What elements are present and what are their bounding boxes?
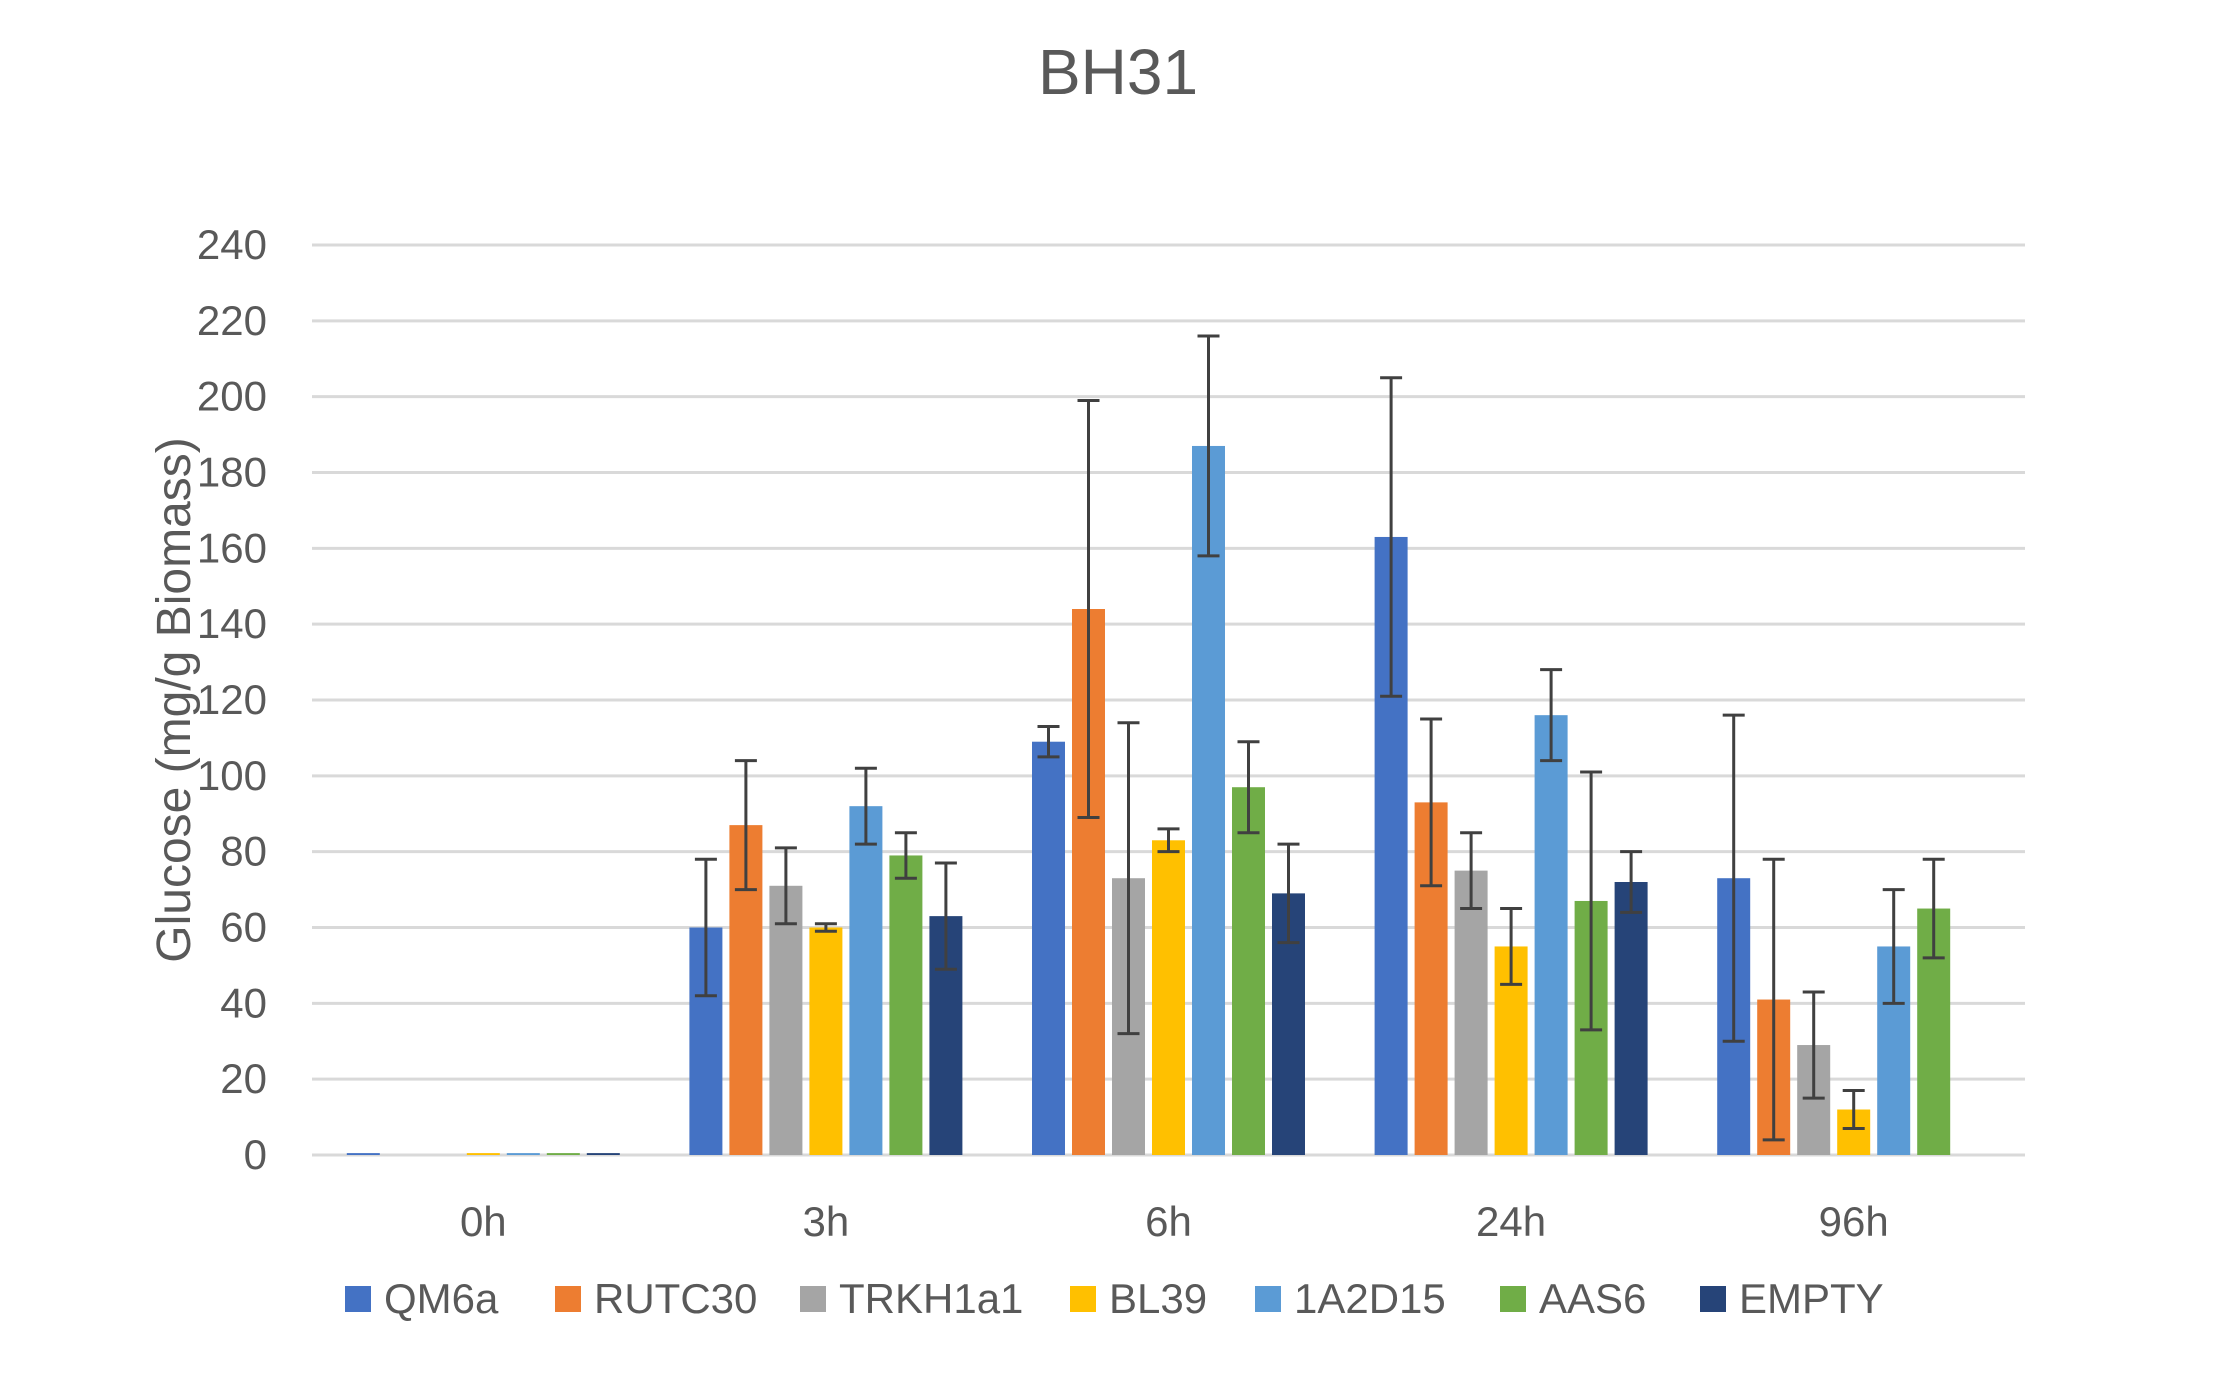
legend-label: AAS6 — [1539, 1275, 1646, 1322]
y-tick-label: 160 — [197, 524, 267, 571]
bar — [1152, 840, 1185, 1155]
y-tick-label: 80 — [220, 828, 267, 875]
y-tick-label: 100 — [197, 752, 267, 799]
x-tick-label: 96h — [1819, 1198, 1889, 1245]
bar — [1192, 445, 1225, 1155]
legend-swatch — [1700, 1286, 1726, 1312]
bar — [346, 1153, 380, 1155]
legend-label: TRKH1a1 — [839, 1275, 1023, 1322]
y-tick-label: 120 — [197, 676, 267, 723]
y-tick-label: 180 — [197, 449, 267, 496]
y-tick-label: 40 — [220, 979, 267, 1026]
y-tick-labels: 0 20 40 60 80 100 120 140 160 180 200 220 240 — [197, 221, 267, 1178]
y-tick-label: 60 — [220, 904, 267, 951]
bars — [346, 445, 1951, 1155]
bar — [889, 855, 923, 1155]
bar — [769, 885, 803, 1155]
bar — [1454, 870, 1488, 1155]
x-tick-label: 6h — [1145, 1198, 1192, 1245]
legend-swatch — [800, 1286, 826, 1312]
legend-label: BL39 — [1109, 1275, 1207, 1322]
bar — [1614, 882, 1648, 1155]
legend-swatch — [1070, 1286, 1096, 1312]
bar — [546, 1153, 580, 1155]
legend-swatch — [345, 1286, 371, 1312]
legend-swatch — [1500, 1286, 1526, 1312]
bar — [1232, 787, 1265, 1155]
legend-swatch — [1255, 1286, 1281, 1312]
error-bars — [694, 334, 1945, 1142]
y-tick-label: 220 — [197, 297, 267, 344]
bar — [1534, 715, 1568, 1155]
legend: QM6a RUTC30 TRKH1a1 BL39 1A2D15 AAS6 EMPTY — [345, 1275, 1884, 1322]
x-tick-label: 24h — [1476, 1198, 1546, 1245]
y-tick-label: 20 — [220, 1055, 267, 1102]
legend-swatch — [555, 1286, 581, 1312]
bar — [809, 927, 843, 1155]
y-axis-title: Glucose (mg/g Biomass) — [148, 437, 201, 963]
bar — [849, 806, 883, 1155]
y-tick-label: 200 — [197, 373, 267, 420]
chart-title: BH31 — [1038, 36, 1198, 108]
bar — [586, 1153, 620, 1155]
legend-label: EMPTY — [1739, 1275, 1884, 1322]
x-tick-label: 0h — [460, 1198, 507, 1245]
legend-label: RUTC30 — [594, 1275, 757, 1322]
bar — [506, 1153, 540, 1155]
x-tick-label: 3h — [803, 1198, 850, 1245]
y-tick-label: 240 — [197, 221, 267, 268]
x-tick-labels: 0h 3h 6h 24h 96h — [460, 1198, 1889, 1245]
bar — [1032, 741, 1065, 1155]
y-tick-label: 140 — [197, 600, 267, 647]
bar — [466, 1153, 500, 1155]
legend-label: QM6a — [384, 1275, 499, 1322]
y-tick-label: 0 — [244, 1131, 267, 1178]
legend-label: 1A2D15 — [1294, 1275, 1446, 1322]
